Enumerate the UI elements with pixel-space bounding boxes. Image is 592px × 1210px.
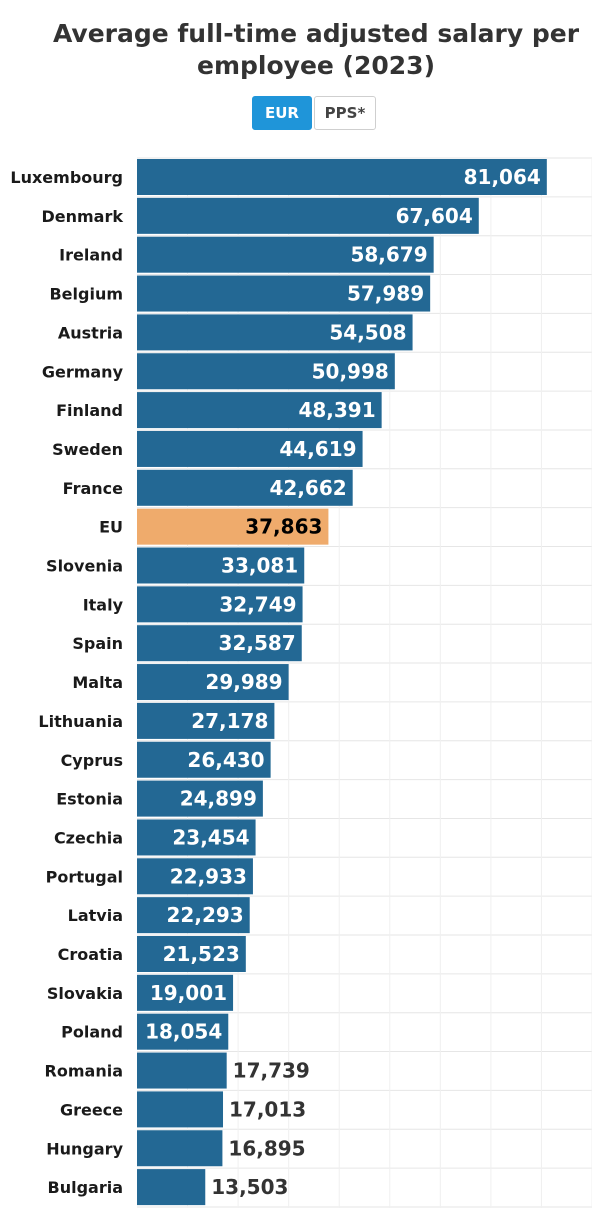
category-label-luxembourg: Luxembourg [10,168,123,187]
category-label-ireland: Ireland [59,246,123,265]
bar-romania[interactable] [137,1052,227,1089]
category-label-germany: Germany [42,362,124,381]
value-label-bulgaria: 13,503 [211,1175,288,1199]
bar-sweden[interactable] [137,430,363,467]
value-label-hungary: 16,895 [228,1136,305,1160]
bar-bulgaria[interactable] [137,1169,206,1206]
bar-cyprus[interactable] [137,741,271,778]
chart-title: Average full-time adjusted salary per em… [52,19,580,80]
bar-latvia[interactable] [137,897,250,934]
value-label-italy: 32,749 [219,592,296,616]
eur-toggle-button[interactable]: EUR [252,96,312,130]
category-label-hungary: Hungary [46,1139,123,1158]
bar-eu[interactable] [137,508,329,545]
bar-slovenia[interactable] [137,547,305,584]
value-label-malta: 29,989 [205,670,282,694]
category-label-belgium: Belgium [49,285,123,304]
bar-germany[interactable] [137,353,395,390]
currency-toggle[interactable]: EUR PPS* [252,96,376,130]
bar-ireland[interactable] [137,236,434,273]
category-label-eu: EU [99,518,123,537]
bar-portugal[interactable] [137,858,253,895]
value-label-slovenia: 33,081 [221,554,298,578]
bar-greece[interactable] [137,1091,224,1128]
value-label-finland: 48,391 [298,398,375,422]
category-label-greece: Greece [60,1100,123,1119]
category-label-poland: Poland [61,1023,123,1042]
value-label-lithuania: 27,178 [191,709,268,733]
value-label-poland: 18,054 [145,1020,222,1044]
category-label-slovenia: Slovenia [46,557,123,576]
value-label-estonia: 24,899 [180,787,257,811]
category-label-lithuania: Lithuania [38,712,123,731]
category-label-romania: Romania [45,1062,123,1081]
category-label-portugal: Portugal [46,867,123,886]
bar-poland[interactable] [137,1013,229,1050]
bar-luxembourg[interactable] [137,159,547,195]
category-label-austria: Austria [58,323,123,342]
bar-croatia[interactable] [137,936,246,972]
value-label-belgium: 57,989 [347,282,424,306]
pps-toggle-button[interactable]: PPS* [314,96,376,130]
category-label-slovakia: Slovakia [47,984,123,1003]
bar-belgium[interactable] [137,275,431,312]
bar-czechia[interactable] [137,819,256,856]
category-label-denmark: Denmark [41,207,123,226]
value-label-czechia: 23,454 [172,825,249,849]
value-label-latvia: 22,293 [167,903,244,927]
value-label-croatia: 21,523 [163,942,240,966]
bar-finland[interactable] [137,392,382,429]
value-label-romania: 17,739 [233,1059,310,1083]
category-label-latvia: Latvia [68,906,123,925]
value-label-denmark: 67,604 [396,204,473,228]
value-label-slovakia: 19,001 [150,981,227,1005]
bar-italy[interactable] [137,586,303,623]
bar-denmark[interactable] [137,197,479,234]
category-label-estonia: Estonia [56,790,123,809]
value-label-france: 42,662 [269,476,346,500]
category-label-cyprus: Cyprus [61,751,123,770]
bar-france[interactable] [137,469,353,506]
category-label-italy: Italy [83,595,124,614]
bar-austria[interactable] [137,314,413,351]
value-label-portugal: 22,933 [170,864,247,888]
category-label-finland: Finland [56,401,123,420]
value-label-luxembourg: 81,064 [464,165,541,189]
bar-hungary[interactable] [137,1130,223,1167]
value-label-germany: 50,998 [312,359,389,383]
bar-spain[interactable] [137,625,302,662]
value-label-spain: 32,587 [219,631,296,655]
category-label-bulgaria: Bulgaria [48,1178,124,1197]
value-label-sweden: 44,619 [279,437,356,461]
value-label-greece: 17,013 [229,1097,306,1121]
value-label-austria: 54,508 [329,320,406,344]
category-label-france: France [63,479,123,498]
category-label-malta: Malta [72,673,123,692]
category-label-spain: Spain [72,634,123,653]
category-label-czechia: Czechia [54,828,123,847]
value-label-ireland: 58,679 [350,243,427,267]
bar-slovakia[interactable] [137,974,234,1011]
value-label-eu: 37,863 [245,515,322,539]
category-label-croatia: Croatia [58,945,123,964]
bar-malta[interactable] [137,664,289,701]
bar-estonia[interactable] [137,780,263,817]
value-label-cyprus: 26,430 [187,748,264,772]
bar-lithuania[interactable] [137,702,275,739]
category-label-sweden: Sweden [52,440,123,459]
